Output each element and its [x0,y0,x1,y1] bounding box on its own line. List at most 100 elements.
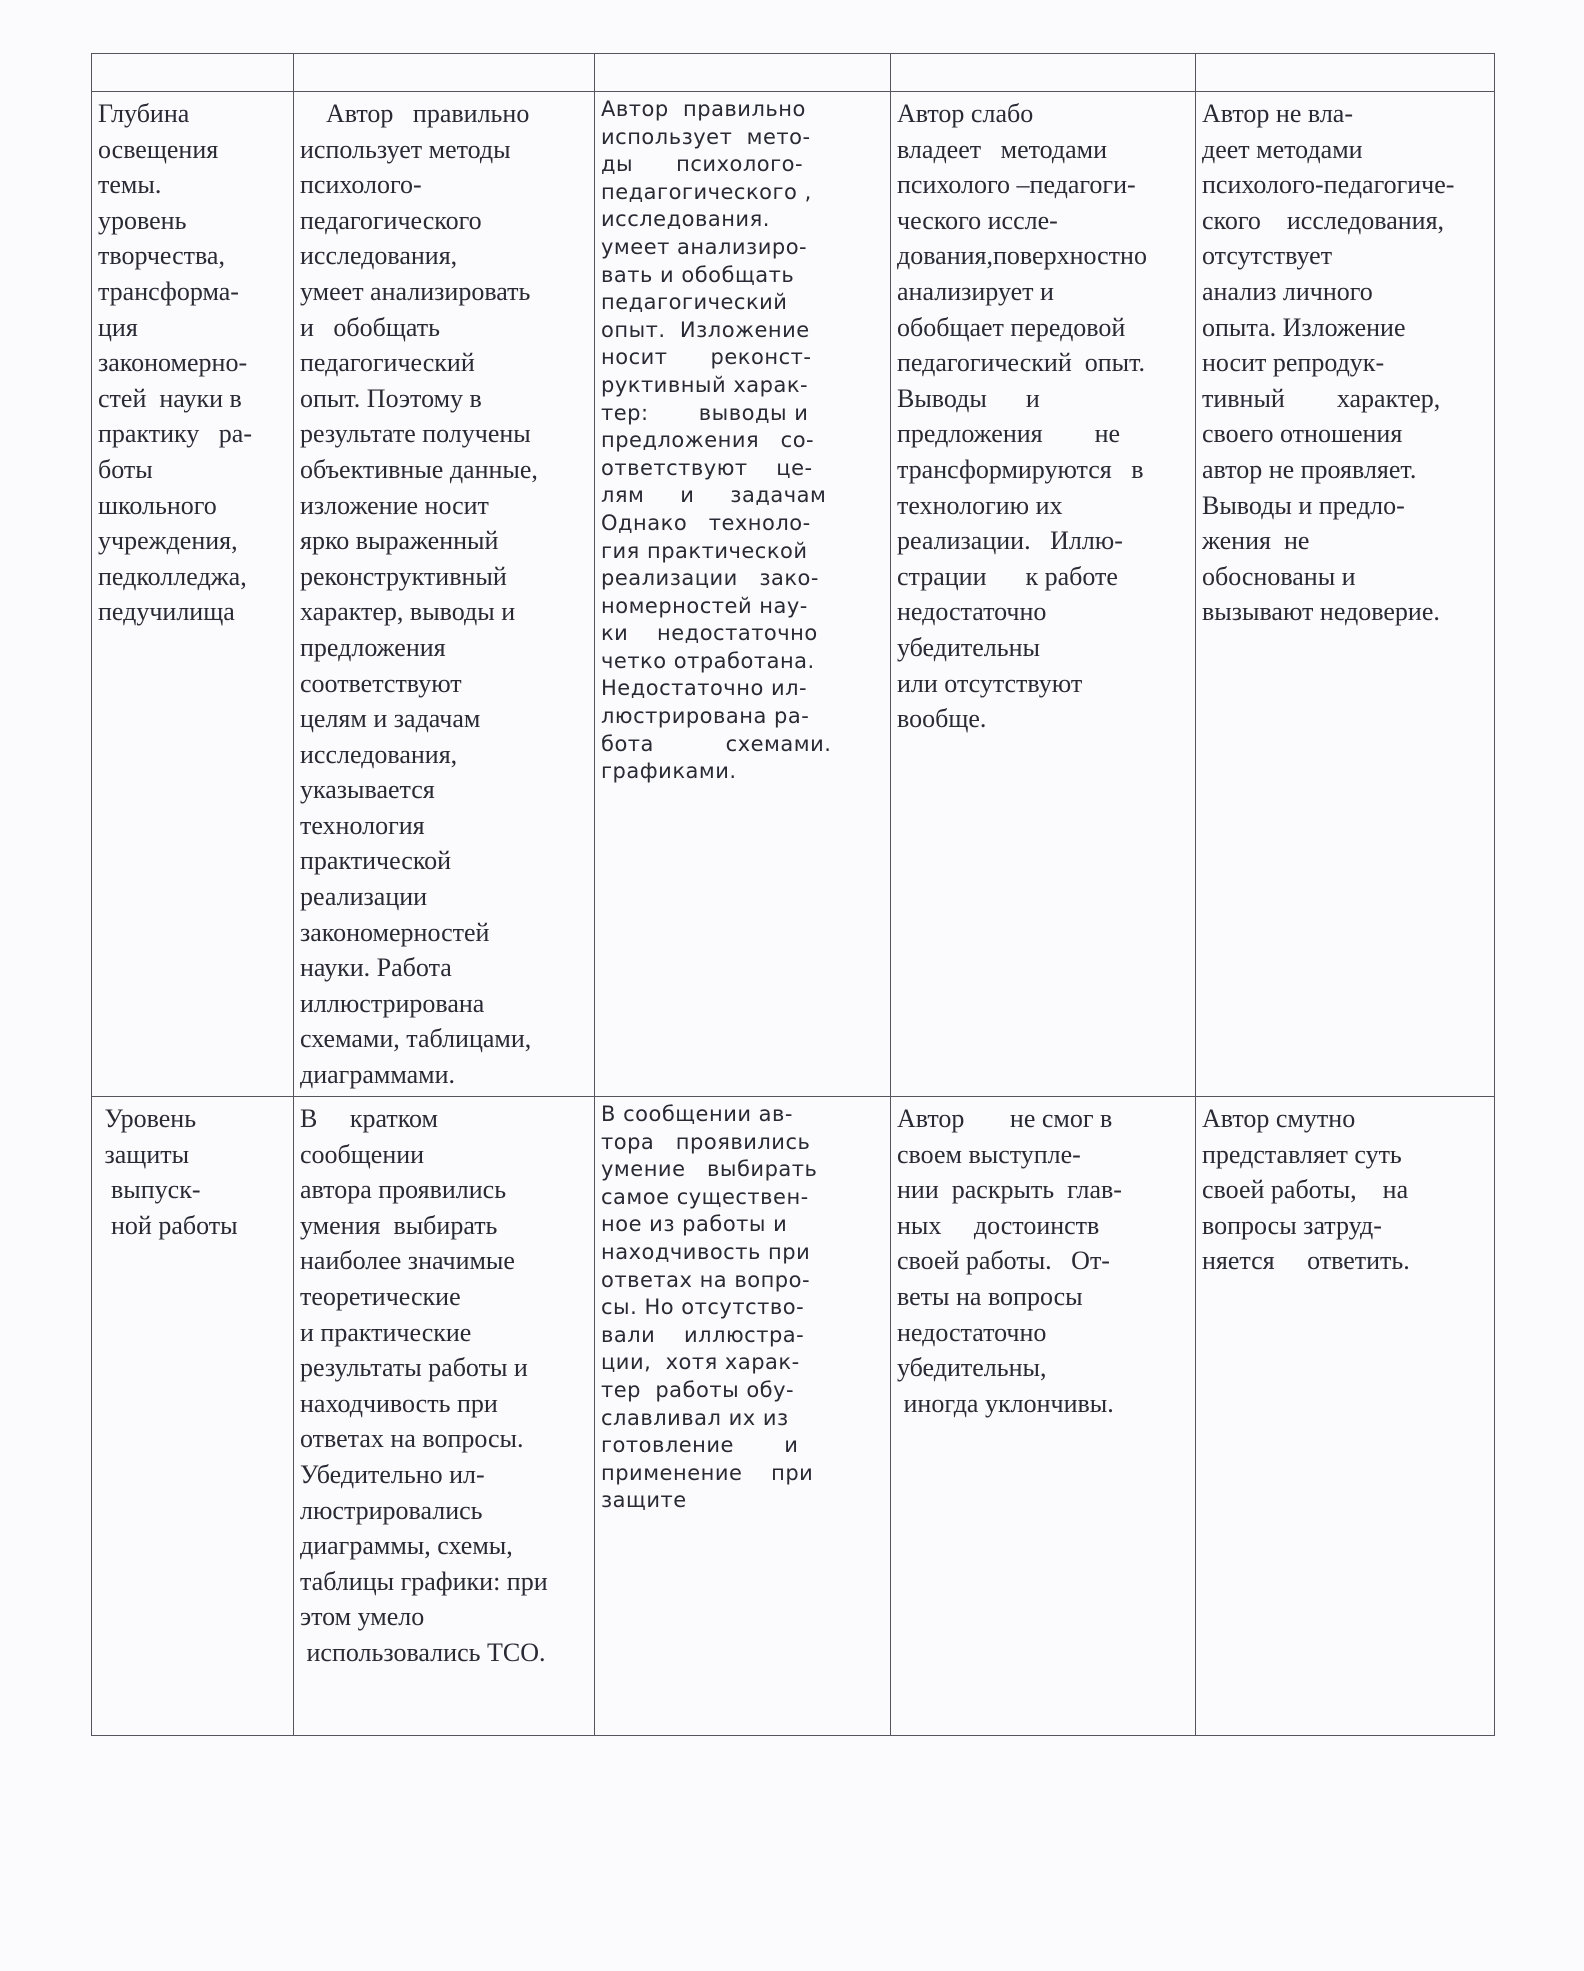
text-line: ное из работы и [601,1212,788,1237]
text-line: лям и задачам [601,483,827,508]
text-line: автора проявились [300,1175,507,1205]
text-line: вообще. [897,704,987,734]
text-line: психолого –педагоги- [897,170,1136,200]
text-line: обобщает передовой [897,312,1126,342]
text-line: этом умело [300,1602,425,1632]
grade-description-cell: Автор не смог в своем выступле-нии раскры… [890,1097,1195,1735]
text-line: В кратком [300,1104,438,1133]
text-line: предложения со- [601,428,815,453]
text-line: Автор смутно [1202,1104,1356,1133]
text-line: люстрировались [300,1495,483,1525]
grade-description-cell: Автор слабо владеет методами психолого –пе… [890,92,1195,1096]
text-line: трансформируются в [897,454,1144,484]
text-line: дования,поверхностно [897,241,1147,271]
text-line: жения не [1202,526,1310,556]
text-line: Глубина [98,99,190,128]
text-line: обоснованы и [1202,561,1356,591]
text-line: номерностей нау- [601,593,808,618]
grade-description-cell: В сообщении ав-тора проявились умение выб… [594,1097,890,1735]
text-line: нии раскрыть глав- [897,1175,1122,1205]
text-line: соответствуют [300,668,462,698]
text-line: характер, выводы и [300,597,516,627]
text-line: графиками. [601,759,737,784]
text-line: педагогический опыт. [897,348,1146,378]
text-line: представляет суть [1202,1139,1402,1169]
text-line: диаграммами. [300,1060,456,1090]
header-cell [594,54,890,91]
text-line: недостаточно [897,597,1047,627]
text-line: стей науки в [98,383,242,413]
text-line: автор не проявляет. [1202,454,1417,484]
table-row-defense-level: Уровень защиты выпуск- ной работы В кратк… [92,1096,1494,1735]
text-line: Автор правильно [300,99,530,128]
text-line: ответствуют це- [601,455,813,480]
text-line: В сообщении ав- [601,1102,793,1126]
text-line: деет методами [1202,134,1363,164]
text-line: школьного [98,490,217,520]
text-line: ского исследования, [1202,205,1445,235]
text-line: творчества, [98,241,225,271]
text-line: и практические [300,1317,472,1347]
text-line: сы. Но отсутство- [601,1295,805,1320]
text-line: Автор правильно [601,97,806,121]
text-line: ческого иссле- [897,205,1058,235]
text-line: результате получены [300,419,531,449]
text-line: объективные данные, [300,454,538,484]
text-line: Автор не вла- [1202,99,1353,128]
text-line: умения выбирать [300,1210,498,1240]
text-line: Уровень [98,1104,197,1133]
text-line: сообщении [300,1139,425,1169]
text-line: исследования. [601,207,770,232]
text-line: своего отношения [1202,419,1403,449]
grade-description-cell: Автор правильно использует мето-ды психол… [594,92,890,1096]
text-line: опыт. Поэтому в [300,383,482,413]
text-line: теоретические [300,1281,461,1311]
text-line: ды психолого- [601,152,804,177]
text-line: вать и обобщать [601,262,795,287]
text-line: готовление и [601,1433,799,1458]
table-header-row [92,54,1494,91]
text-line: ки недостаточно [601,621,818,646]
text-line: находчивость при [601,1239,811,1264]
text-line: технология [300,810,425,840]
text-line: люстрирована ра- [601,704,810,729]
text-line: использовались ТСО. [300,1637,546,1667]
text-line: своей работы. От- [897,1246,1110,1276]
evaluation-criteria-table: Глубина освещения темы. уровень творчества, т… [91,53,1495,1736]
text-line: закономерностей [300,917,490,947]
text-line: носит репродук- [1202,348,1385,378]
text-line: предложения [300,632,446,662]
text-line: ответах на вопросы. [300,1424,524,1454]
text-line: тивный характер, [1202,383,1441,413]
text-line: практической [300,846,452,876]
text-line: наиболее значимые [300,1246,515,1276]
text-line: трансформа- [98,276,239,306]
text-line: схемами, таблицами, [300,1024,532,1054]
text-line: использует методы [300,134,511,164]
text-line: и обобщать [300,312,440,342]
text-line: педколледжа, [98,561,247,591]
text-line: иллюстрирована [300,988,485,1018]
text-line: ярко выраженный [300,526,499,556]
text-line: гия практической [601,538,808,563]
text-line: руктивный харак- [601,372,809,397]
text-line: находчивость при [300,1388,498,1418]
text-line: Убедительно ил- [300,1459,485,1489]
text-line: ция [98,312,138,342]
text-line: реализации [300,882,428,912]
text-line: анализирует и [897,276,1054,306]
text-line: убедительны, [897,1353,1047,1383]
criterion-cell: Уровень защиты выпуск- ной работы [92,1097,293,1735]
text-line: тер: выводы и [601,400,809,425]
text-line: учреждения, [98,526,238,556]
text-line: ных достоинств [897,1210,1100,1240]
text-line: вопросы затруд- [1202,1210,1382,1240]
text-line: умение выбирать [601,1157,818,1182]
text-line: ответах на вопро- [601,1267,811,1292]
criterion-cell: Глубина освещения темы. уровень творчества, т… [92,92,293,1096]
text-line: няется ответить. [1202,1246,1410,1276]
text-line: психолого-педагогиче- [1202,170,1455,200]
text-line: Недостаточно ил- [601,676,808,701]
text-line: применение при [601,1460,814,1485]
text-line: убедительны [897,632,1040,662]
